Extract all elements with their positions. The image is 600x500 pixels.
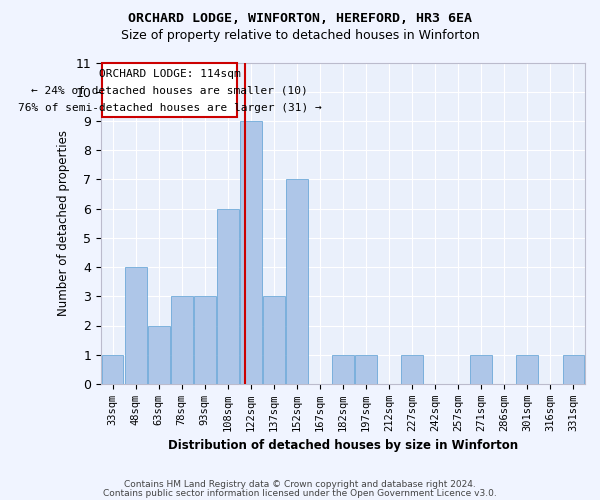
Bar [171, 296, 193, 384]
Text: 76% of semi-detached houses are larger (31) →: 76% of semi-detached houses are larger (… [17, 103, 322, 113]
Text: ORCHARD LODGE, WINFORTON, HEREFORD, HR3 6EA: ORCHARD LODGE, WINFORTON, HEREFORD, HR3 … [128, 12, 472, 26]
Bar [101, 354, 124, 384]
Y-axis label: Number of detached properties: Number of detached properties [57, 130, 70, 316]
Bar [332, 354, 354, 384]
Bar [125, 267, 146, 384]
Bar [286, 180, 308, 384]
Bar [240, 121, 262, 384]
Text: Size of property relative to detached houses in Winforton: Size of property relative to detached ho… [121, 29, 479, 42]
Bar [148, 326, 170, 384]
Text: ← 24% of detached houses are smaller (10): ← 24% of detached houses are smaller (10… [31, 86, 308, 96]
Bar [194, 296, 215, 384]
FancyBboxPatch shape [102, 64, 237, 116]
Bar [217, 208, 239, 384]
Text: Contains HM Land Registry data © Crown copyright and database right 2024.: Contains HM Land Registry data © Crown c… [124, 480, 476, 489]
Bar [563, 354, 584, 384]
Bar [470, 354, 492, 384]
X-axis label: Distribution of detached houses by size in Winforton: Distribution of detached houses by size … [168, 440, 518, 452]
Bar [355, 354, 377, 384]
Bar [401, 354, 423, 384]
Bar [517, 354, 538, 384]
Text: ORCHARD LODGE: 114sqm: ORCHARD LODGE: 114sqm [98, 68, 241, 78]
Text: Contains public sector information licensed under the Open Government Licence v3: Contains public sector information licen… [103, 488, 497, 498]
Bar [263, 296, 285, 384]
